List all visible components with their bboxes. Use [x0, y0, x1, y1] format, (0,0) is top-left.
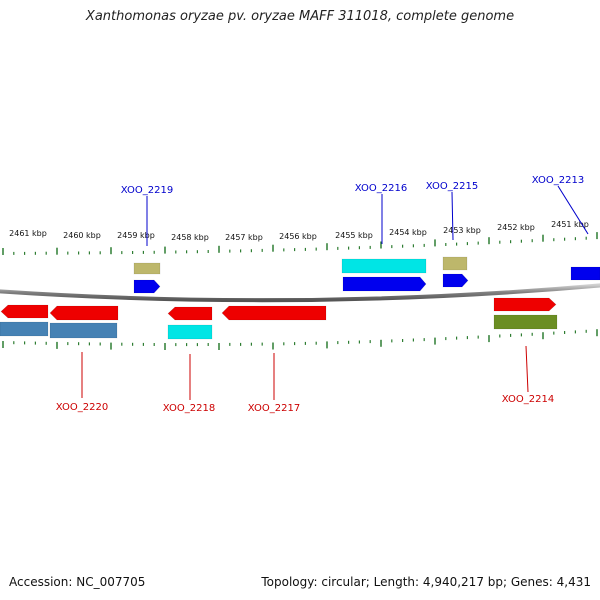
- kbp-label: 2461 kbp: [9, 229, 47, 238]
- leader-line: [525, 345, 529, 393]
- gene-feature[interactable]: [221, 305, 327, 321]
- kbp-label: 2453 kbp: [443, 226, 481, 235]
- gene-feature[interactable]: [342, 276, 427, 292]
- leader-line: [451, 191, 454, 241]
- kbp-label: 2455 kbp: [335, 231, 373, 240]
- gene-feature[interactable]: [167, 324, 213, 340]
- gene-label[interactable]: XOO_2214: [502, 394, 554, 405]
- leader-line: [557, 185, 589, 235]
- accession-text: Accession: NC_007705: [9, 575, 146, 589]
- kbp-label: 2458 kbp: [171, 233, 209, 242]
- gene-feature[interactable]: [0, 321, 49, 337]
- kbp-label: 2457 kbp: [225, 233, 263, 242]
- kbp-label: 2451 kbp: [551, 220, 589, 229]
- gene-feature[interactable]: [49, 305, 119, 321]
- gene-feature[interactable]: [133, 262, 161, 275]
- gene-feature[interactable]: [570, 266, 600, 281]
- lower-tick-row: [2, 329, 598, 350]
- gene-feature[interactable]: [493, 297, 557, 312]
- genome-summary-text: Topology: circular; Length: 4,940,217 bp…: [261, 575, 591, 589]
- gene-feature[interactable]: [167, 306, 213, 321]
- kbp-label: 2456 kbp: [279, 232, 317, 241]
- gene-label[interactable]: XOO_2215: [426, 181, 478, 192]
- gene-feature[interactable]: [493, 314, 558, 330]
- gene-feature[interactable]: [49, 322, 118, 339]
- gene-feature[interactable]: [442, 256, 468, 271]
- gene-feature[interactable]: [0, 304, 49, 319]
- kbp-label: 2459 kbp: [117, 231, 155, 240]
- kbp-label: 2460 kbp: [63, 231, 101, 240]
- genome-backbone: [0, 283, 600, 303]
- gene-label[interactable]: XOO_2220: [56, 402, 108, 413]
- gene-label[interactable]: XOO_2218: [163, 403, 215, 414]
- upper-tick-row: [2, 232, 598, 255]
- gene-label[interactable]: XOO_2219: [121, 185, 173, 196]
- gene-feature[interactable]: [341, 258, 427, 274]
- gene-label[interactable]: XOO_2213: [532, 175, 584, 186]
- gene-label[interactable]: XOO_2217: [248, 403, 300, 414]
- genome-title: Xanthomonas oryzae pv. oryzae MAFF 31101…: [85, 9, 515, 24]
- gene-feature[interactable]: [442, 273, 469, 288]
- kbp-label: 2454 kbp: [389, 228, 427, 237]
- gene-feature[interactable]: [133, 279, 161, 294]
- kbp-label: 2452 kbp: [497, 223, 535, 232]
- gene-label[interactable]: XOO_2216: [355, 183, 407, 194]
